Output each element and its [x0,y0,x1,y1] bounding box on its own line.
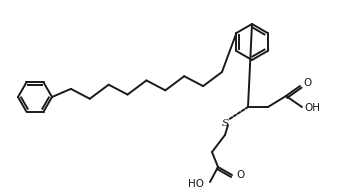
Text: O: O [303,78,311,88]
Text: O: O [236,170,244,180]
Text: HO: HO [188,179,204,189]
Text: OH: OH [304,103,320,113]
Text: S: S [221,119,229,128]
